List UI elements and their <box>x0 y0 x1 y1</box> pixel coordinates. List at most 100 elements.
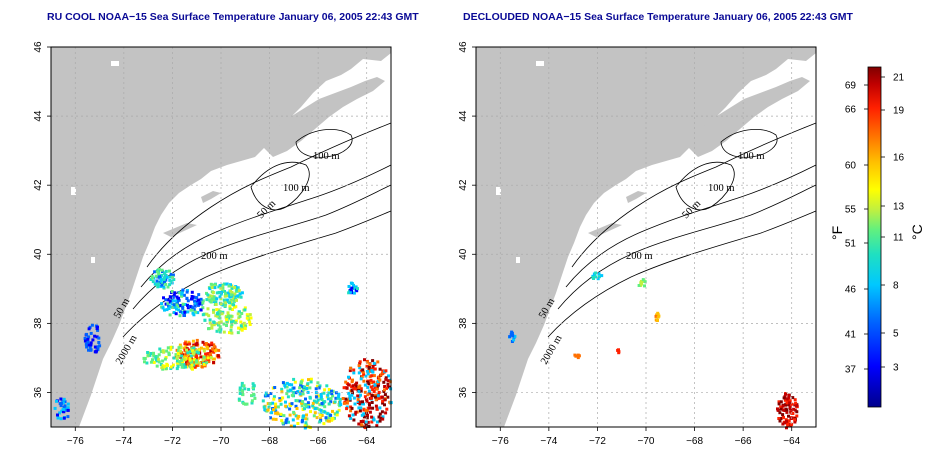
sst-pixel <box>215 329 219 333</box>
sst-pixel <box>264 393 268 397</box>
sst-pixel <box>326 412 330 416</box>
sst-pixel <box>164 367 168 371</box>
sst-pixel <box>207 314 211 318</box>
sst-pixel <box>191 339 195 343</box>
sst-pixel <box>594 271 598 275</box>
sst-pixel <box>329 397 333 401</box>
sst-pixel <box>189 354 193 358</box>
sst-pixel <box>176 365 180 369</box>
sst-pixel <box>287 420 290 424</box>
sst-pixel <box>192 363 196 367</box>
sst-pixel <box>387 374 390 378</box>
sst-pixel <box>218 284 222 287</box>
sst-pixel <box>155 355 159 359</box>
sst-pixel <box>386 395 390 399</box>
sst-pixel <box>217 348 221 352</box>
sst-pixel <box>225 316 229 320</box>
sst-pixel <box>224 301 228 305</box>
sst-pixel <box>264 391 268 395</box>
sst-pixel <box>371 416 375 420</box>
sst-pixel <box>374 404 378 408</box>
colorbar-gradient <box>867 66 882 408</box>
sst-pixel <box>273 407 277 411</box>
sst-pixel <box>372 390 376 393</box>
sst-pixel <box>299 383 303 387</box>
sst-pixel <box>231 308 234 311</box>
sst-pixel <box>317 386 321 390</box>
sst-pixel <box>288 413 292 417</box>
sst-pixel <box>795 404 799 408</box>
sst-pixel <box>350 286 354 290</box>
sst-pixel <box>169 272 173 276</box>
x-tick-label: −70 <box>213 436 230 447</box>
x-tick-label: −66 <box>310 436 327 447</box>
sst-pixel <box>269 392 273 395</box>
sst-pixel <box>294 404 298 408</box>
sst-pixel <box>296 422 300 425</box>
sst-pixel <box>156 285 160 289</box>
sst-pixel <box>172 311 176 314</box>
sst-pixel <box>62 416 66 420</box>
x-tick-label: −74 <box>540 436 557 447</box>
sst-pixel <box>155 279 159 283</box>
sst-pixel <box>791 396 795 400</box>
sst-pixel <box>164 298 168 302</box>
sst-pixel <box>345 401 349 405</box>
sst-pixel <box>162 285 166 289</box>
sst-pixel <box>155 270 159 274</box>
sst-pixel <box>266 408 270 412</box>
sst-pixel <box>199 308 203 312</box>
sst-pixel <box>363 390 367 394</box>
left-map-panel: 100 m 100 m 50 m 200 m 50 m 2000 m <box>50 46 393 430</box>
sst-pixel <box>360 413 364 417</box>
sst-pixel <box>383 393 387 397</box>
sst-pixel <box>294 399 298 403</box>
sst-pixel <box>319 408 323 412</box>
colorbar: 69 66 60 55 51 46 41 37 21 19 16 13 11 8 5 3 °F °C <box>829 66 925 408</box>
sst-pixel <box>293 424 296 428</box>
sst-pixel <box>185 296 189 300</box>
sst-pixel <box>186 351 190 355</box>
sst-pixel <box>787 403 791 407</box>
sst-pixel <box>361 370 365 374</box>
sst-pixel <box>777 400 781 404</box>
sst-pixel <box>359 377 363 381</box>
sst-pixel <box>350 393 354 397</box>
sst-pixel <box>359 420 363 423</box>
sst-pixel <box>176 359 179 363</box>
sst-pixel <box>331 417 335 421</box>
sst-pixel <box>289 404 292 407</box>
sst-pixel <box>327 391 331 395</box>
sst-pixel <box>315 416 319 420</box>
sst-pixel <box>313 411 317 415</box>
sst-pixel <box>236 331 240 335</box>
sst-pixel <box>61 407 65 411</box>
sst-pixel <box>171 273 175 277</box>
sst-pixel <box>381 401 385 405</box>
sst-pixel <box>229 328 233 332</box>
sst-pixel <box>220 291 223 294</box>
sst-pixel <box>233 321 237 325</box>
sst-pixel <box>784 418 788 422</box>
sst-pixel <box>222 330 226 334</box>
contour-label: 100 m <box>738 151 765 162</box>
sst-pixel <box>175 355 179 359</box>
sst-pixel <box>281 421 285 425</box>
sst-pixel <box>367 382 371 386</box>
sst-pixel <box>173 291 177 295</box>
sst-pixel <box>279 402 283 406</box>
sst-pixel <box>183 342 187 346</box>
sst-pixel <box>167 307 171 310</box>
sst-pixel <box>359 406 363 410</box>
sst-pixel <box>304 404 308 408</box>
sst-pixel <box>355 381 359 385</box>
sst-pixel <box>263 408 267 412</box>
sst-pixel <box>366 393 370 397</box>
sst-pixel <box>53 406 57 410</box>
sst-pixel <box>373 394 377 397</box>
sst-pixel <box>793 408 797 412</box>
sst-pixel <box>656 318 659 322</box>
sst-pixel <box>191 367 194 371</box>
sst-pixel <box>247 387 251 391</box>
sst-pixel <box>283 384 287 387</box>
